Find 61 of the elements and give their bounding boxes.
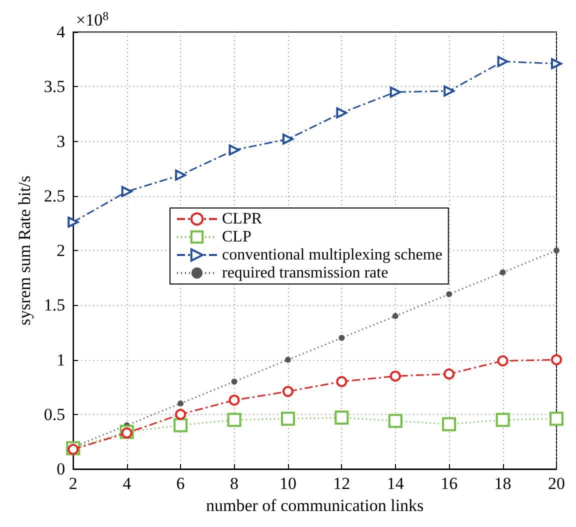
x-tick-label: 8 bbox=[230, 474, 239, 493]
y-tick-label: 0.5 bbox=[44, 404, 66, 424]
legend-label: conventional multiplexing scheme bbox=[222, 246, 442, 264]
point bbox=[388, 414, 402, 428]
point bbox=[68, 444, 79, 455]
point bbox=[390, 370, 401, 382]
x-tick-label: 2 bbox=[68, 474, 78, 493]
y-tick-label: 2.5 bbox=[44, 186, 66, 206]
point bbox=[551, 354, 562, 366]
point bbox=[282, 386, 294, 397]
y-tick-label: 3 bbox=[56, 132, 66, 151]
x-tick-label: 10 bbox=[279, 474, 296, 493]
point bbox=[175, 170, 186, 181]
point bbox=[68, 216, 79, 228]
x-tick-label: 18 bbox=[494, 474, 512, 493]
point bbox=[282, 134, 294, 145]
y-tick-label: 1.5 bbox=[44, 296, 66, 315]
point bbox=[390, 86, 401, 98]
point bbox=[551, 58, 562, 70]
x-tick-label: 6 bbox=[176, 474, 185, 493]
point bbox=[280, 412, 295, 426]
x-axis-title: number of communication links bbox=[206, 496, 424, 515]
point bbox=[338, 334, 345, 341]
point bbox=[392, 313, 398, 320]
y-tick-label: 0 bbox=[56, 460, 66, 478]
point bbox=[121, 427, 132, 438]
point bbox=[121, 186, 132, 198]
y-tick-label: 1 bbox=[56, 350, 66, 370]
x-tick-label: 20 bbox=[548, 474, 565, 493]
legend-label: required transmission rate bbox=[222, 264, 388, 282]
point bbox=[336, 107, 348, 118]
point bbox=[284, 356, 291, 363]
point bbox=[178, 400, 184, 406]
point bbox=[228, 394, 240, 406]
point bbox=[444, 368, 455, 380]
point bbox=[444, 85, 455, 96]
y-axis-title: sysrem sum Rate bit/s bbox=[15, 176, 34, 326]
point bbox=[550, 412, 564, 426]
point bbox=[442, 417, 456, 432]
point bbox=[228, 144, 240, 156]
y-tick-label: 2 bbox=[56, 241, 66, 260]
x-tick-label: 4 bbox=[122, 474, 132, 493]
point bbox=[497, 56, 508, 67]
point bbox=[554, 248, 560, 254]
point bbox=[496, 412, 510, 427]
x-tick-label: 16 bbox=[440, 474, 458, 493]
x-tick-label: 12 bbox=[333, 474, 350, 493]
point bbox=[446, 291, 452, 298]
point bbox=[175, 408, 186, 420]
y-tick-label: 4 bbox=[56, 22, 66, 42]
point bbox=[174, 418, 188, 432]
legend-label: CLP bbox=[222, 228, 252, 246]
y-tick-label: 3.5 bbox=[44, 77, 66, 96]
point bbox=[334, 410, 349, 425]
x-tick-label: 14 bbox=[386, 474, 404, 493]
point bbox=[231, 378, 238, 385]
point bbox=[336, 376, 348, 388]
legend-label: CLPR bbox=[222, 210, 262, 228]
point bbox=[227, 412, 242, 427]
point bbox=[497, 355, 508, 366]
point bbox=[500, 269, 506, 276]
